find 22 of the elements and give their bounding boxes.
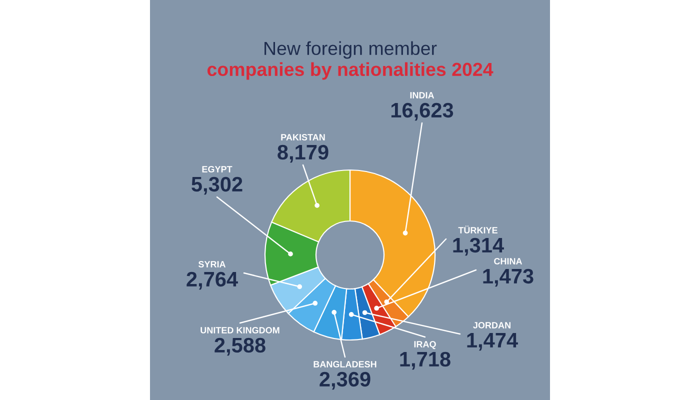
data-label: 1,718 — [400, 352, 450, 370]
slice-label: SYRIA — [198, 261, 226, 268]
chart-title: New foreign member — [264, 41, 437, 59]
data-label: 2,369 — [320, 372, 370, 390]
data-label: 2,764 — [186, 272, 238, 290]
data-label: 8,179 — [278, 144, 328, 163]
slice-label: JORDAN — [473, 322, 510, 328]
chart-subtitle: companies by nationalities 2024 — [207, 62, 494, 80]
slice-label: EGYPT — [202, 166, 232, 172]
slice-label: PAKISTAN — [281, 134, 325, 140]
data-label: 16,623 — [391, 102, 454, 121]
data-label: 2,588 — [214, 338, 266, 356]
slice-label: BANGLADESH — [314, 361, 376, 368]
slice-label: INDIA — [410, 92, 434, 98]
data-label: 5,302 — [192, 176, 242, 195]
data-label: 1,473 — [483, 268, 534, 287]
slice-label: CHINA — [494, 258, 522, 264]
data-label: 1,474 — [467, 333, 518, 351]
slice-label: TÜRKIYE — [458, 226, 498, 234]
data-label: 1,314 — [453, 238, 504, 256]
slice-label: UNITED KINGDOM — [200, 327, 280, 334]
slice-label: IRAQ — [414, 341, 436, 350]
